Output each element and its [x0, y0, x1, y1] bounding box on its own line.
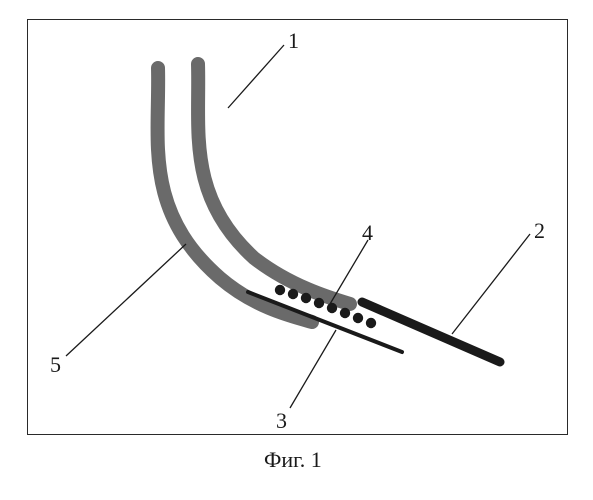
- bead: [366, 318, 376, 328]
- label-4: 4: [362, 220, 373, 246]
- leader-4: [330, 240, 368, 304]
- leader-2: [452, 234, 530, 334]
- leader-3: [290, 330, 336, 408]
- label-2: 2: [534, 218, 545, 244]
- figure-caption: Фиг. 1: [264, 447, 322, 473]
- bead: [275, 285, 285, 295]
- rod-thick: [362, 302, 500, 362]
- label-1: 1: [288, 28, 299, 54]
- bead: [314, 298, 324, 308]
- tube-inner-wall: [198, 64, 350, 304]
- leader-5: [66, 244, 186, 356]
- figure-svg: [0, 0, 593, 500]
- bead: [327, 303, 337, 313]
- bead: [288, 289, 298, 299]
- leader-1: [228, 45, 284, 108]
- bead: [340, 308, 350, 318]
- label-5: 5: [50, 352, 61, 378]
- bead: [353, 313, 363, 323]
- label-3: 3: [276, 408, 287, 434]
- bead: [301, 293, 311, 303]
- leader-lines: [66, 45, 530, 408]
